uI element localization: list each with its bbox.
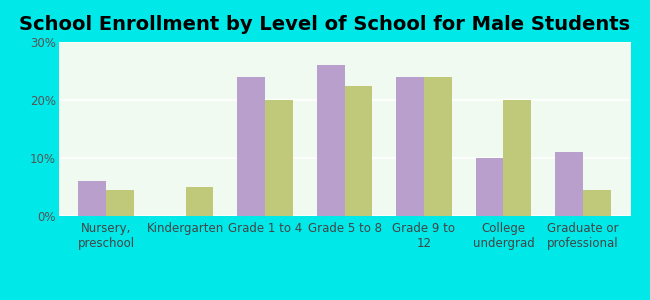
Bar bbox=[265, 100, 293, 216]
Bar bbox=[317, 65, 345, 216]
Bar bbox=[583, 190, 610, 216]
Bar bbox=[424, 77, 452, 216]
Text: School Enrollment by Level of School for Male Students: School Enrollment by Level of School for… bbox=[20, 15, 630, 34]
Bar bbox=[344, 85, 372, 216]
Bar bbox=[186, 187, 213, 216]
Bar bbox=[555, 152, 583, 216]
Bar bbox=[106, 190, 134, 216]
Bar bbox=[237, 77, 265, 216]
Bar bbox=[503, 100, 531, 216]
Bar bbox=[79, 181, 106, 216]
Bar bbox=[396, 77, 424, 216]
Bar bbox=[476, 158, 503, 216]
